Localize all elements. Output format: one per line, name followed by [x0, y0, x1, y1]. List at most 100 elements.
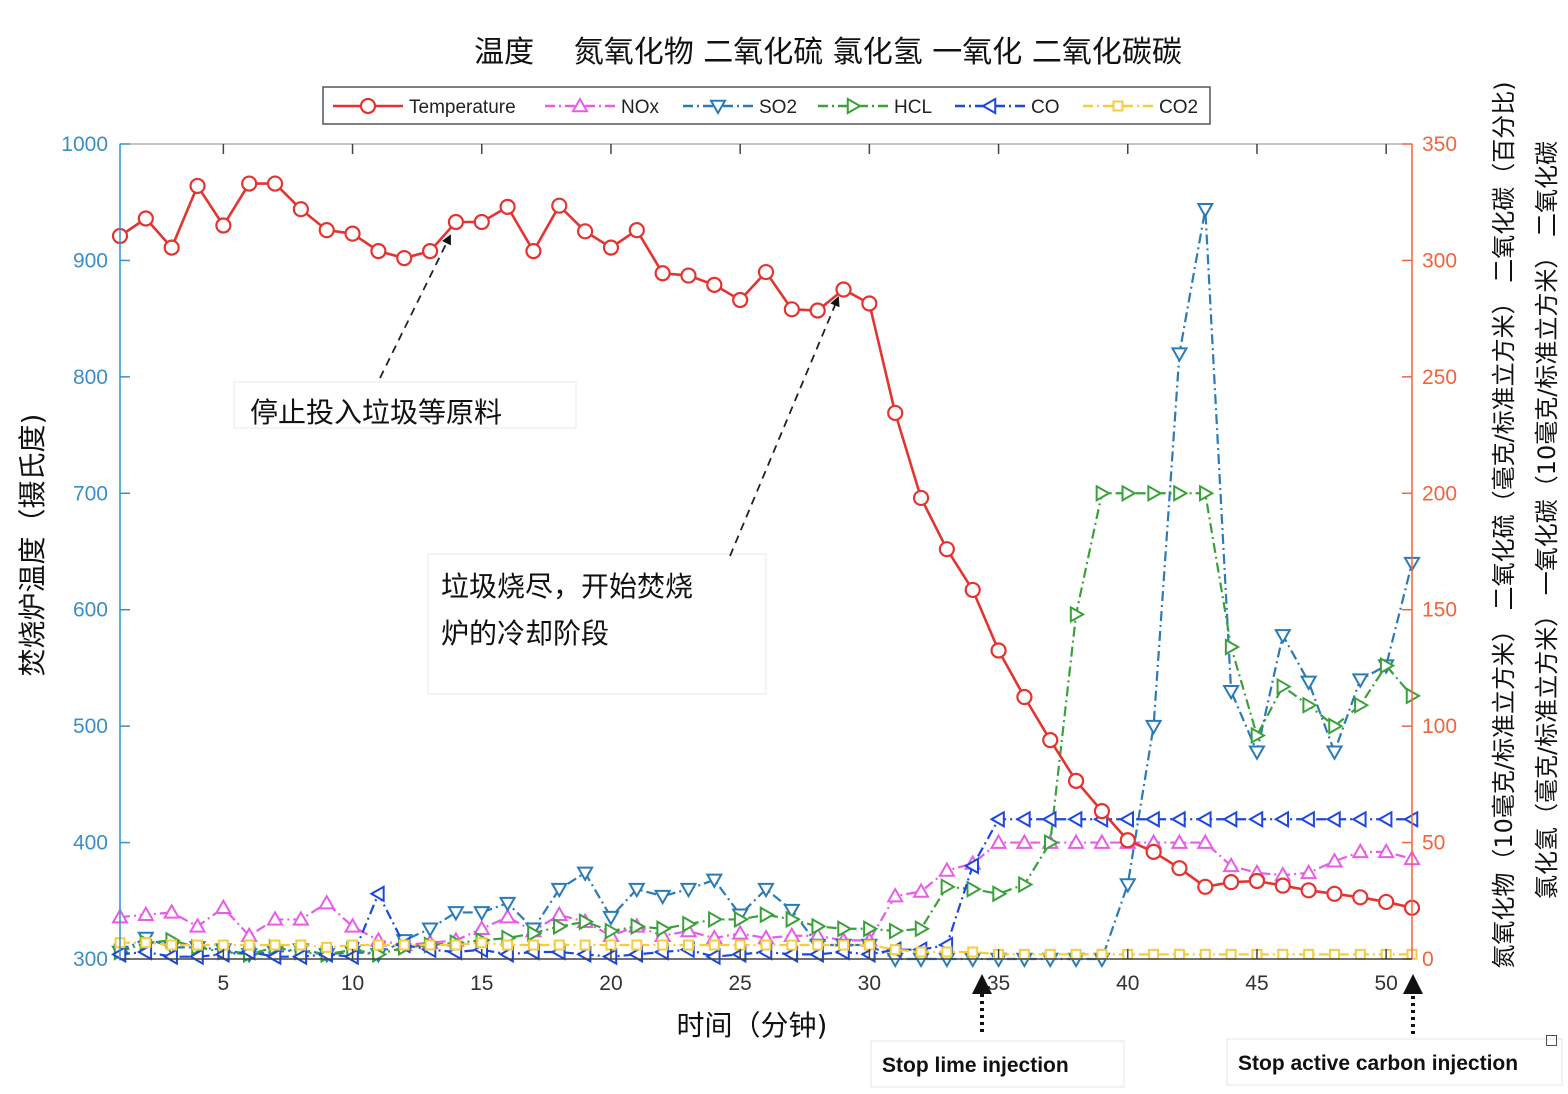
data-point-so2: [653, 889, 672, 906]
data-point-co2: [140, 937, 152, 949]
series-temperature: [111, 175, 1421, 916]
x-tick-label: 40: [1116, 972, 1139, 995]
x-tick-label: 35: [987, 972, 1010, 995]
annotation-text-line-2: 炉的冷却阶段: [441, 617, 609, 650]
stop-label-box: [870, 1040, 1125, 1088]
legend-entry-co: CO: [955, 97, 1060, 118]
data-point-co: [1402, 810, 1419, 829]
data-point-co: [782, 945, 799, 964]
data-point-temperature: [1093, 803, 1111, 820]
stop-label: Stop lime injection: [882, 1054, 1069, 1077]
annotation-cooling-phase: 垃圾烧尽，开始焚烧 炉的冷却阶段: [427, 296, 840, 695]
data-point-nox: [1299, 863, 1318, 880]
left-tick-label: 300: [73, 948, 108, 971]
data-point-co2: [941, 946, 953, 958]
data-point-hcl: [1173, 484, 1189, 503]
annotation-text: 停止投入垃圾等原料: [250, 396, 502, 429]
series-co2: [114, 937, 1418, 960]
data-point-temperature: [732, 291, 749, 309]
data-point-hcl: [837, 920, 853, 938]
right-axis: 0 50 100 150 200 250 300 350: [1402, 133, 1457, 971]
legend-entry-co2: CO2: [1083, 97, 1198, 118]
data-point-nox: [137, 905, 155, 922]
data-point-co2: [1044, 948, 1056, 960]
legend-entry-hcl: HCL: [818, 97, 932, 118]
data-point-co2: [321, 941, 333, 953]
data-point-temperature: [757, 263, 775, 281]
data-point-co: [1299, 810, 1315, 829]
data-point-temperature: [1352, 889, 1369, 906]
x-tick-label: 45: [1245, 972, 1268, 995]
right-axis-label-2: 氯化氢（毫克/标准立方米） 一氧化碳（10毫克/标准立方米） 二氧化碳: [1533, 141, 1561, 899]
data-point-so2: [498, 896, 517, 913]
legend-label-hcl: HCL: [894, 97, 932, 118]
data-point-temperature: [1119, 832, 1136, 849]
data-point-co2: [1148, 948, 1160, 960]
data-point-temperature: [1326, 885, 1343, 902]
legend-label-nox: NOx: [621, 97, 660, 118]
data-point-nox: [938, 861, 956, 877]
data-point-so2: [447, 906, 465, 922]
data-point-hcl: [1043, 833, 1060, 852]
left-tick-label: 600: [73, 599, 108, 622]
data-point-co2: [734, 939, 746, 951]
data-point-co2: [657, 939, 669, 951]
data-point-hcl: [630, 917, 646, 936]
data-point-co2: [1173, 948, 1185, 960]
data-point-so2: [679, 882, 698, 899]
data-point-co: [162, 947, 178, 966]
data-point-co2: [708, 939, 720, 951]
stop-label: Stop active carbon injection: [1238, 1052, 1518, 1075]
data-point-nox: [1196, 833, 1215, 849]
data-point-temperature: [1145, 843, 1162, 860]
data-point-temperature: [602, 239, 620, 256]
data-point-co2: [1354, 948, 1366, 960]
data-point-nox: [266, 910, 284, 926]
legend-label-co2: CO2: [1159, 97, 1198, 118]
data-point-co2: [192, 939, 204, 951]
data-point-co: [576, 945, 592, 964]
data-point-nox: [162, 903, 181, 919]
data-point-co: [1325, 810, 1341, 829]
annotation-stop-feeding: 停止投入垃圾等原料: [233, 234, 577, 429]
data-point-nox: [550, 905, 569, 922]
data-point-temperature: [241, 175, 258, 192]
data-point-temperature: [1197, 878, 1214, 895]
data-point-co2: [786, 939, 798, 951]
series-line-so2: [119, 209, 1414, 961]
data-point-so2: [421, 922, 439, 938]
data-point-hcl: [1354, 696, 1370, 714]
data-point-hcl: [785, 910, 801, 929]
data-point-hcl: [1250, 726, 1266, 745]
data-point-co: [1377, 810, 1393, 829]
data-point-temperature: [370, 243, 387, 260]
legend-marker-so2: [709, 99, 727, 116]
data-point-temperature: [990, 642, 1007, 659]
data-point-co: [989, 810, 1005, 829]
data-point-co2: [527, 939, 539, 951]
data-point-co: [498, 945, 514, 964]
legend-marker-hcl: [846, 97, 863, 115]
data-point-temperature: [318, 222, 335, 239]
data-point-co2: [476, 937, 488, 949]
data-point-co: [808, 945, 824, 964]
legend-entry-so2: SO2: [683, 97, 797, 118]
data-point-hcl: [1405, 687, 1422, 705]
right-tick-label: 100: [1422, 715, 1457, 738]
data-point-co2: [424, 939, 436, 951]
data-point-temperature: [1171, 860, 1188, 877]
legend: Temperature NOx SO2 HCL CO CO2: [322, 86, 1211, 125]
stop-arrow-head: [1403, 974, 1423, 994]
data-point-so2: [602, 910, 620, 927]
data-point-temperature: [525, 243, 542, 260]
data-point-co2: [1199, 948, 1211, 960]
data-point-co: [214, 945, 230, 964]
data-point-temperature: [292, 201, 309, 218]
data-point-temperature: [809, 302, 826, 319]
data-point-temperature: [887, 404, 904, 422]
data-point-co: [1041, 810, 1057, 829]
data-point-so2: [1248, 745, 1266, 761]
data-point-hcl: [1095, 484, 1111, 503]
data-point-hcl: [553, 917, 569, 936]
data-point-co2: [967, 946, 979, 958]
